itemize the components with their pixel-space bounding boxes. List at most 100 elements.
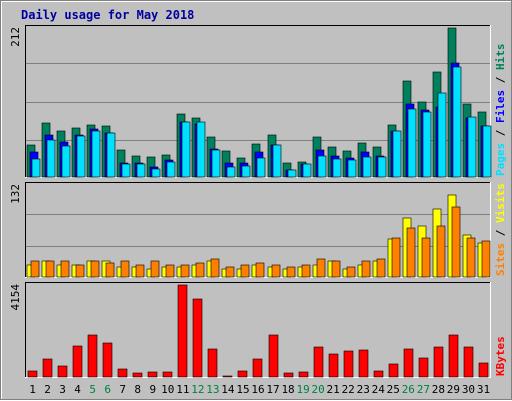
day-label-28: 28 <box>432 383 445 396</box>
bar-pages-day-20 <box>317 155 327 178</box>
bar-pages-day-4 <box>76 135 86 178</box>
bar-kbytes-day-9 <box>147 371 158 378</box>
bar-pages-day-30 <box>467 116 477 178</box>
bar-pages-day-16 <box>256 157 266 178</box>
bar-sites-day-24 <box>376 258 386 278</box>
bar-pages-day-28 <box>437 92 447 178</box>
day-label-29: 29 <box>447 383 460 396</box>
day-label-22: 22 <box>342 383 355 396</box>
bar-pages-day-31 <box>482 125 492 178</box>
bar-kbytes-day-20 <box>313 346 324 378</box>
legend-separator: / <box>494 70 507 90</box>
bar-pages-day-7 <box>121 163 131 178</box>
day-label-31: 31 <box>477 383 490 396</box>
day-label-9: 9 <box>149 383 156 396</box>
bar-pages-day-8 <box>136 163 146 178</box>
day-label-18: 18 <box>281 383 294 396</box>
bar-kbytes-day-16 <box>252 358 263 378</box>
bar-kbytes-day-10 <box>162 371 173 378</box>
bar-sites-day-9 <box>150 260 160 278</box>
day-label-20: 20 <box>312 383 325 396</box>
legend-hits-files-pages: Pages / Files / Hits <box>494 44 507 177</box>
bar-pages-day-9 <box>151 168 161 178</box>
bar-kbytes-day-18 <box>283 372 294 378</box>
bar-sites-day-8 <box>135 264 145 278</box>
day-label-3: 3 <box>59 383 66 396</box>
bar-pages-day-13 <box>211 149 221 178</box>
bar-kbytes-day-13 <box>207 348 218 378</box>
bar-kbytes-day-1 <box>27 370 38 378</box>
bar-pages-day-27 <box>422 111 432 178</box>
bar-kbytes-day-21 <box>328 353 339 378</box>
chart-bars <box>26 27 492 378</box>
max-label-visits-sites: 132 <box>9 184 22 204</box>
bar-sites-day-12 <box>195 262 205 278</box>
bar-sites-day-31 <box>481 240 491 278</box>
chart-panels <box>25 25 491 378</box>
legend-kbytes: KBytes <box>494 336 507 376</box>
bar-kbytes-day-26 <box>403 348 414 378</box>
bar-kbytes-day-31 <box>478 362 489 378</box>
day-label-30: 30 <box>462 383 475 396</box>
day-label-8: 8 <box>134 383 141 396</box>
day-label-13: 13 <box>206 383 219 396</box>
bar-sites-day-1 <box>30 260 40 278</box>
legend-visits-sites: Sites / Visits <box>494 183 507 276</box>
bar-kbytes-day-12 <box>192 298 203 378</box>
bar-kbytes-day-19 <box>298 371 309 378</box>
bar-sites-day-10 <box>165 264 175 278</box>
bar-sites-day-26 <box>406 227 416 278</box>
bar-kbytes-day-4 <box>72 345 83 378</box>
day-label-1: 1 <box>29 383 36 396</box>
bar-pages-day-24 <box>377 156 387 178</box>
bar-sites-day-25 <box>391 237 401 278</box>
bar-kbytes-day-7 <box>117 368 128 378</box>
bar-sites-day-20 <box>316 258 326 278</box>
bar-sites-day-30 <box>466 237 476 278</box>
bar-kbytes-day-27 <box>418 357 429 378</box>
day-label-15: 15 <box>236 383 249 396</box>
bar-pages-day-11 <box>181 121 191 178</box>
bar-pages-day-12 <box>196 121 206 178</box>
bar-sites-day-16 <box>255 262 265 278</box>
bar-pages-day-1 <box>31 158 41 178</box>
legend-item-pages: Pages <box>494 143 507 176</box>
day-label-5: 5 <box>89 383 96 396</box>
bar-pages-day-19 <box>302 163 312 178</box>
day-label-17: 17 <box>266 383 279 396</box>
bar-pages-day-5 <box>91 130 101 178</box>
bar-pages-day-2 <box>46 139 56 178</box>
bar-sites-day-19 <box>301 264 311 278</box>
day-label-19: 19 <box>296 383 309 396</box>
legend-item-hits: Hits <box>494 44 507 71</box>
day-label-7: 7 <box>119 383 126 396</box>
bar-kbytes-day-28 <box>433 346 444 378</box>
bar-pages-day-29 <box>452 66 462 178</box>
legend-item-kbytes: KBytes <box>494 336 507 376</box>
bar-kbytes-day-30 <box>463 346 474 378</box>
bar-sites-day-27 <box>421 237 431 278</box>
legend-item-sites: Sites <box>494 243 507 276</box>
bar-kbytes-day-25 <box>388 363 399 378</box>
legend-item-visits: Visits <box>494 183 507 223</box>
bar-sites-day-22 <box>346 266 356 278</box>
day-label-23: 23 <box>357 383 370 396</box>
bar-kbytes-day-3 <box>57 365 68 378</box>
bar-pages-day-23 <box>362 156 372 178</box>
bar-kbytes-day-11 <box>177 284 188 378</box>
day-label-27: 27 <box>417 383 430 396</box>
bar-pages-day-14 <box>226 166 236 178</box>
day-label-2: 2 <box>44 383 51 396</box>
day-label-26: 26 <box>402 383 415 396</box>
chart-title: Daily usage for May 2018 <box>21 8 194 22</box>
bar-sites-day-3 <box>60 260 70 278</box>
day-label-6: 6 <box>104 383 111 396</box>
bar-kbytes-day-23 <box>358 349 369 378</box>
max-label-hits-files-pages: 212 <box>9 27 22 47</box>
bar-sites-day-4 <box>75 264 85 278</box>
bar-sites-day-2 <box>45 260 55 278</box>
bar-pages-day-6 <box>106 132 116 178</box>
